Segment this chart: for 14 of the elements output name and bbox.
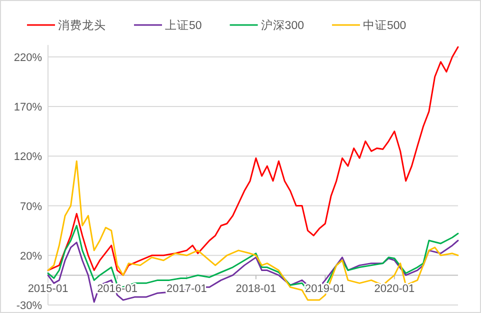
legend-label: 消费龙头 xyxy=(58,19,106,32)
y-tick-label: 70% xyxy=(20,200,42,213)
x-tick-label: 2018-01 xyxy=(236,283,276,296)
x-tick-label: 2015-01 xyxy=(28,283,68,296)
y-tick-label: 170% xyxy=(14,102,42,114)
legend-label: 中证500 xyxy=(362,19,406,32)
x-tick-label: 2020-01 xyxy=(374,283,415,296)
legend-label: 上证50 xyxy=(165,19,202,32)
y-tick-label: -30% xyxy=(16,300,42,312)
y-tick-label: 120% xyxy=(14,151,42,164)
legend-label: 沪深300 xyxy=(260,18,304,32)
y-tick-label: 20% xyxy=(20,250,42,262)
y-tick-label: 220% xyxy=(14,52,42,64)
line-series xyxy=(47,46,459,276)
